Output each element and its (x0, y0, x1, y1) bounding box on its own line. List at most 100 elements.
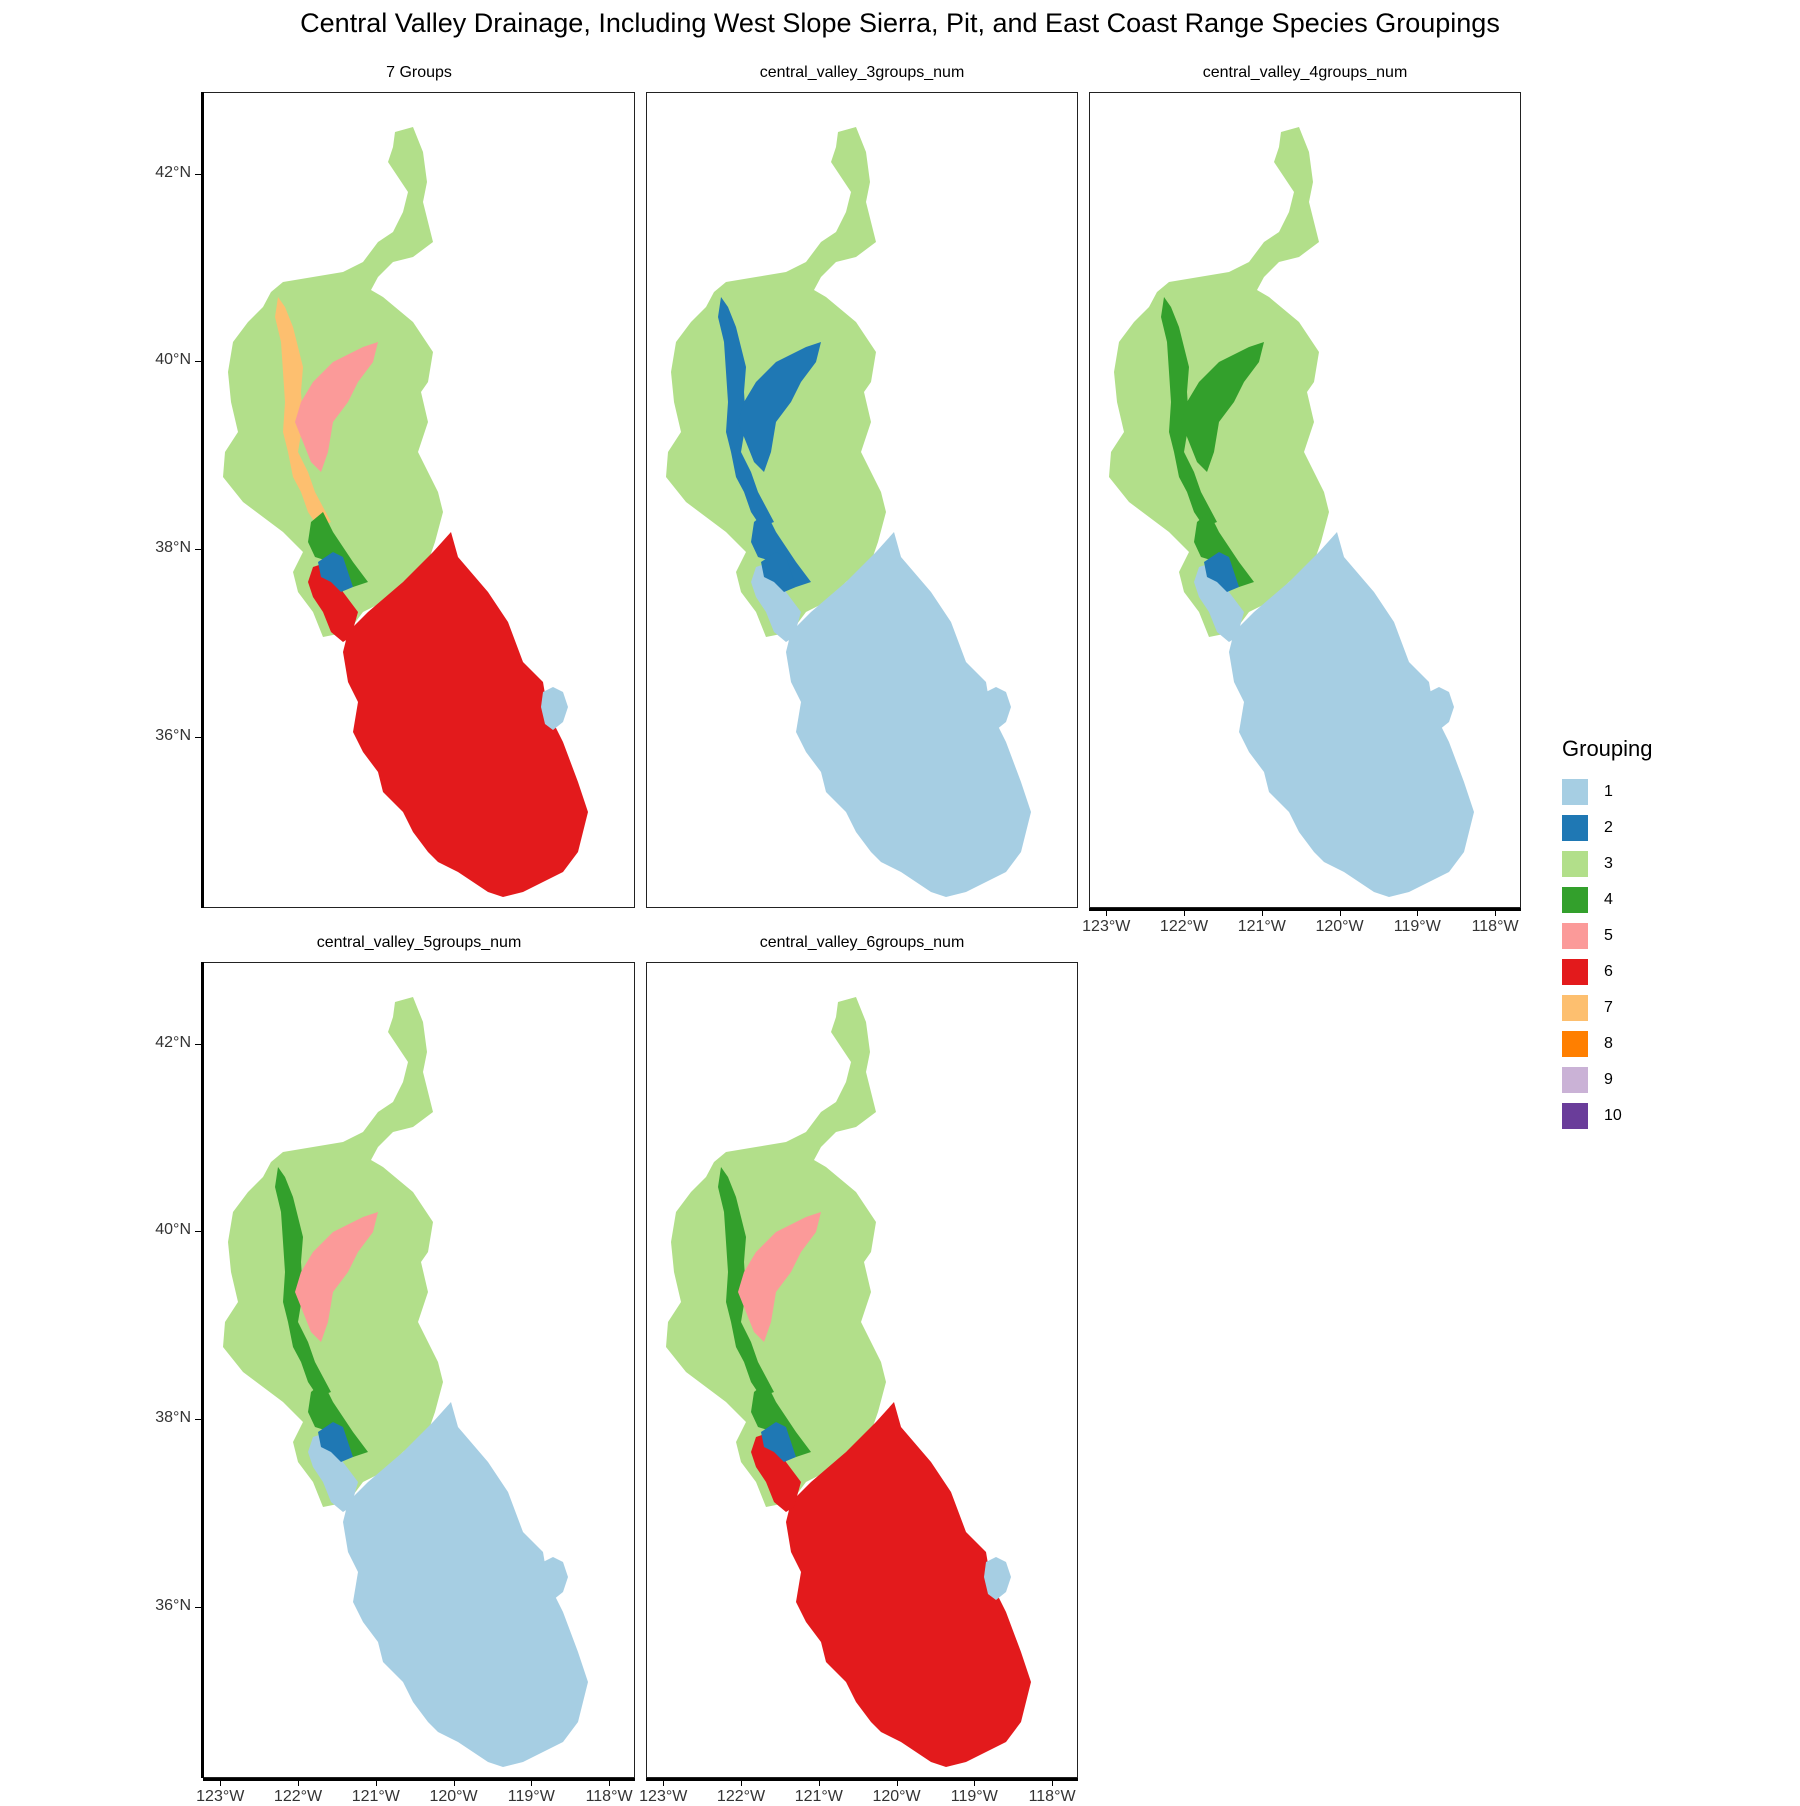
region-south (343, 532, 588, 897)
drainage-map (223, 997, 588, 1767)
y-tick-label: 38°N (155, 1408, 191, 1426)
legend-item: 2 (1562, 810, 1653, 846)
x-tick-label: 123°W (1082, 918, 1131, 935)
legend-color-key (1562, 923, 1588, 949)
region-south (343, 1402, 588, 1767)
y-tick-mark (195, 548, 201, 550)
region-corridor-upper (718, 297, 774, 527)
x-tick-mark (818, 1780, 820, 1786)
x-tick-label: 118°W (585, 1788, 633, 1805)
drainage-map (223, 127, 588, 897)
x-tick-label: 118°W (1471, 918, 1519, 935)
legend-label: 1 (1604, 783, 1613, 800)
x-tick-mark (663, 1780, 665, 1786)
region-corridor-mid (295, 342, 378, 472)
legend-label: 5 (1604, 927, 1613, 944)
x-tick-mark (974, 1780, 976, 1786)
region-south (1229, 532, 1474, 897)
region-delta (1204, 552, 1239, 592)
drainage-map (1109, 127, 1474, 897)
legend-label: 2 (1604, 819, 1613, 836)
x-tick-label: 122°W (1159, 918, 1209, 935)
legend-item: 6 (1562, 954, 1653, 990)
legend-label: 7 (1604, 999, 1613, 1016)
legend-label: 10 (1604, 1107, 1622, 1124)
legend-color-key (1562, 779, 1588, 805)
region-bay (751, 1432, 801, 1512)
region-lake (984, 687, 1011, 730)
x-tick-label: 123°W (196, 1788, 245, 1805)
x-axis-line (1089, 908, 1521, 911)
legend-label: 9 (1604, 1071, 1613, 1088)
legend-title: Grouping (1562, 736, 1653, 761)
legend-color-key (1562, 1067, 1588, 1093)
legend-color-key (1562, 1031, 1588, 1057)
panel-strip-label: central_valley_6groups_num (759, 934, 965, 951)
x-tick-mark (741, 1780, 743, 1786)
region-delta (318, 552, 353, 592)
x-tick-mark (220, 1780, 222, 1786)
x-tick-label: 122°W (273, 1788, 323, 1805)
x-tick-mark (1261, 910, 1263, 916)
x-tick-mark (298, 1780, 300, 1786)
y-axis-line (201, 92, 204, 908)
region-south (786, 1402, 1031, 1767)
y-tick-mark (195, 1418, 201, 1420)
chart-title: Central Valley Drainage, Including West … (300, 8, 1500, 38)
legend-label: 8 (1604, 1035, 1613, 1052)
y-tick-mark (195, 361, 201, 363)
y-tick-mark (195, 736, 201, 738)
x-tick-mark (896, 1780, 898, 1786)
legend-item: 10 (1562, 1098, 1653, 1134)
y-tick-mark (195, 1043, 201, 1045)
x-tick-label: 121°W (351, 1788, 400, 1805)
x-tick-mark (1052, 1780, 1054, 1786)
legend-item: 9 (1562, 1062, 1653, 1098)
x-tick-label: 118°W (1028, 1788, 1076, 1805)
y-tick-label: 38°N (155, 538, 191, 556)
region-delta (761, 552, 796, 592)
legend-label: 3 (1604, 855, 1613, 872)
panel-strip-label: 7 Groups (386, 64, 452, 81)
region-south (786, 532, 1031, 897)
region-bay (1194, 562, 1244, 642)
x-tick-mark (1339, 910, 1341, 916)
legend-color-key (1562, 1103, 1588, 1129)
y-tick-label: 42°N (155, 163, 191, 181)
region-corridor-mid (1181, 342, 1264, 472)
x-tick-mark (1495, 910, 1497, 916)
x-tick-mark (375, 1780, 377, 1786)
x-tick-label: 119°W (950, 1788, 998, 1805)
x-axis-line (203, 1778, 635, 1781)
y-tick-label: 42°N (155, 1033, 191, 1051)
legend: Grouping 1 2 3 4 5 6 7 8 9 10 (1562, 736, 1653, 1134)
x-tick-label: 122°W (716, 1788, 766, 1805)
x-tick-label: 120°W (1315, 918, 1364, 935)
panel-strip-label: central_valley_4groups_num (1202, 64, 1408, 81)
x-tick-mark (609, 1780, 611, 1786)
legend-label: 6 (1604, 963, 1613, 980)
x-tick-label: 120°W (429, 1788, 478, 1805)
legend-color-key (1562, 851, 1588, 877)
legend-items: 1 2 3 4 5 6 7 8 9 10 (1562, 774, 1653, 1134)
legend-item: 4 (1562, 882, 1653, 918)
x-axis-line (646, 1778, 1078, 1781)
y-tick-label: 36°N (155, 1596, 191, 1614)
x-tick-mark (1417, 910, 1419, 916)
y-tick-mark (195, 1606, 201, 1608)
region-lake (984, 1557, 1011, 1600)
region-corridor-upper (1161, 297, 1217, 527)
region-corridor-mid (738, 342, 821, 472)
legend-item: 3 (1562, 846, 1653, 882)
y-tick-mark (195, 1231, 201, 1233)
panel-strip-label: central_valley_5groups_num (316, 934, 522, 951)
region-delta (318, 1422, 353, 1462)
region-corridor-upper (275, 297, 331, 527)
legend-color-key (1562, 959, 1588, 985)
x-tick-mark (1184, 910, 1186, 916)
region-delta (761, 1422, 796, 1462)
x-tick-mark (531, 1780, 533, 1786)
region-lake (541, 1557, 568, 1600)
region-corridor-mid (295, 1212, 378, 1342)
region-corridor-lower (308, 1382, 368, 1457)
